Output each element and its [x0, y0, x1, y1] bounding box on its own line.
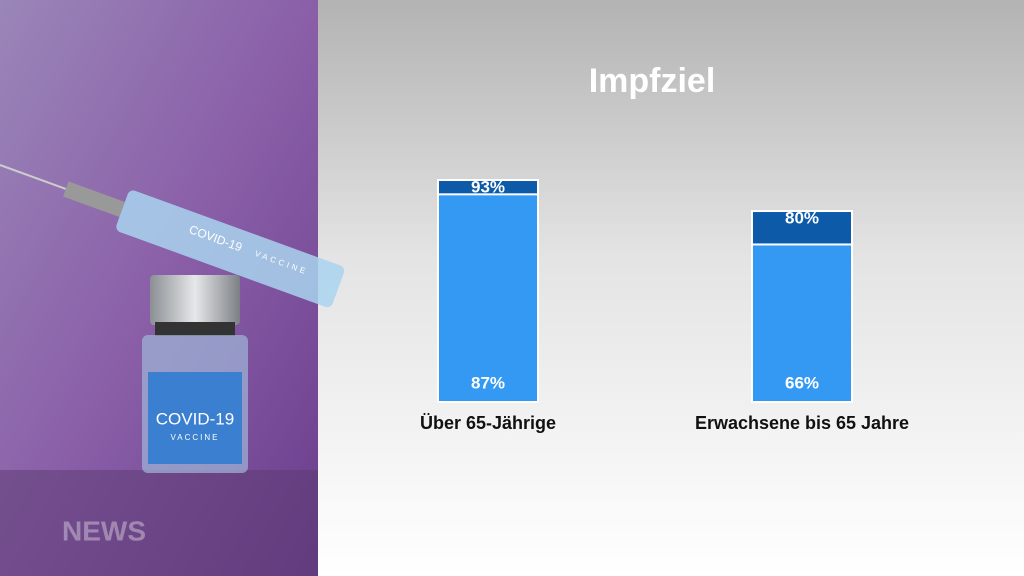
- vial-neck: [155, 322, 235, 336]
- value-label: 66%: [785, 373, 819, 392]
- table-surface: [0, 470, 318, 576]
- background: [318, 0, 1024, 576]
- barrel: [116, 190, 345, 308]
- syringe: COVID-19 VACCINE: [0, 164, 345, 308]
- vial-label: [148, 372, 242, 464]
- watermark: NEWS: [62, 515, 146, 546]
- vial-label-text: COVID-19: [156, 409, 234, 428]
- vial-sub-text: VACCINE: [171, 433, 220, 442]
- value-label: 80%: [785, 209, 819, 228]
- current-bar: [437, 193, 539, 403]
- photo: COVID-19 VACCINE COVID-19 VACCINE NEWS: [0, 0, 345, 576]
- category-label: Über 65-Jährige: [420, 413, 556, 433]
- value-label: 87%: [471, 373, 505, 392]
- current-bar: [751, 243, 853, 403]
- needle: [0, 164, 67, 190]
- value-label: 93%: [471, 177, 505, 196]
- category-label: Erwachsene bis 65 Jahre: [695, 413, 909, 433]
- chart-title: Impfziel: [589, 62, 716, 100]
- vial-cap: [150, 275, 240, 325]
- needle-hub: [63, 181, 125, 217]
